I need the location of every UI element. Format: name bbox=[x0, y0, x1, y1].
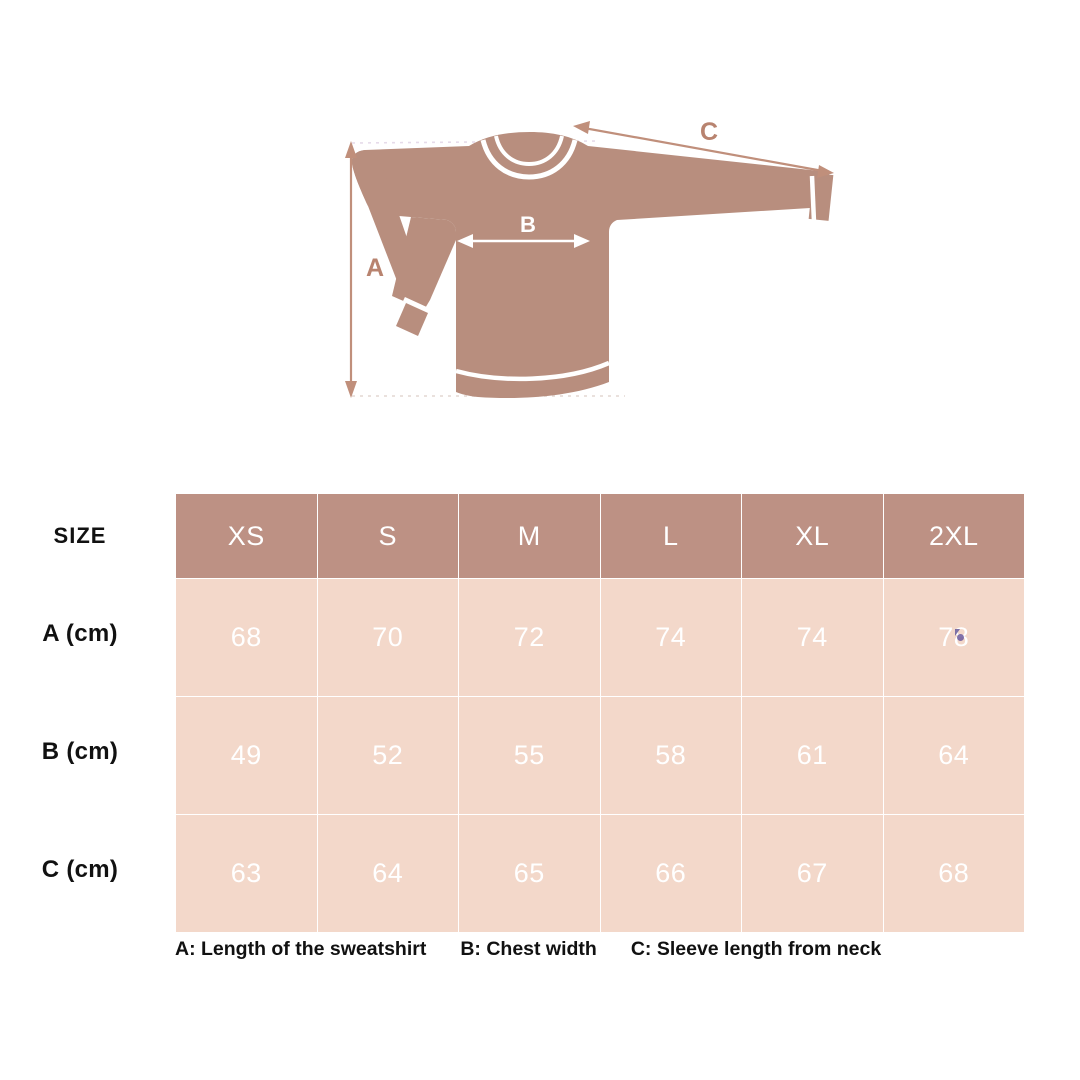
cell-b-s: 52 bbox=[316, 696, 459, 815]
right-cuff-trim bbox=[809, 175, 817, 223]
hem-trim bbox=[455, 360, 610, 382]
row-label-c: C (cm) bbox=[41, 856, 119, 883]
size-table: XS S M L XL 2XL 68 70 72 74 74 78 bbox=[175, 493, 1025, 933]
table-row: 63 64 65 66 67 68 bbox=[175, 814, 1025, 933]
cell-c-xs: 63 bbox=[175, 814, 318, 933]
cell-a-l: 74 bbox=[599, 578, 742, 697]
legend-item-b: B: Chest width bbox=[460, 938, 597, 960]
sweatshirt-illustration: A B C bbox=[0, 0, 1080, 470]
garment-body bbox=[351, 132, 829, 379]
cell-a-s: 70 bbox=[316, 578, 459, 697]
size-table-container: XS S M L XL 2XL 68 70 72 74 74 78 bbox=[175, 493, 1025, 933]
dimension-arrow-b bbox=[457, 234, 590, 248]
table-header-row: XS S M L XL 2XL bbox=[175, 493, 1025, 579]
column-header-xs: XS bbox=[175, 493, 318, 579]
cell-b-xs: 49 bbox=[175, 696, 318, 815]
table-row: 68 70 72 74 74 78 bbox=[175, 578, 1025, 697]
left-cuff bbox=[396, 303, 428, 336]
measurement-legend: A: Length of the sweatshirt B: Chest wid… bbox=[175, 938, 1035, 961]
cell-a-xl: 74 bbox=[741, 578, 884, 697]
neckline-trim-outer bbox=[480, 139, 578, 180]
cell-b-xl: 61 bbox=[741, 696, 884, 815]
column-header-m: M bbox=[458, 493, 601, 579]
cell-c-m: 65 bbox=[458, 814, 601, 933]
dimension-label-c: C bbox=[700, 118, 718, 146]
legend-item-a: A: Length of the sweatshirt bbox=[175, 938, 427, 960]
guide-line-top bbox=[351, 140, 601, 144]
neckline-trim-inner bbox=[494, 135, 564, 167]
dimension-arrow-c bbox=[573, 121, 834, 178]
cell-c-s: 64 bbox=[316, 814, 459, 933]
column-header-xl: XL bbox=[741, 493, 884, 579]
legend-item-c: C: Sleeve length from neck bbox=[630, 938, 882, 960]
cell-a-2xl: 78 bbox=[882, 578, 1025, 697]
row-label-size: SIZE bbox=[53, 523, 107, 548]
dimension-label-b: B bbox=[520, 212, 536, 237]
left-cuff-trim bbox=[403, 296, 429, 313]
sweatshirt-shape bbox=[351, 132, 834, 399]
dimension-label-a: A bbox=[366, 254, 384, 282]
cell-c-l: 66 bbox=[599, 814, 742, 933]
cell-c-2xl: 68 bbox=[882, 814, 1025, 933]
column-header-l: L bbox=[599, 493, 742, 579]
cell-b-2xl: 64 bbox=[882, 696, 1025, 815]
dimension-arrow-a bbox=[345, 141, 357, 398]
left-sleeve-lower bbox=[351, 150, 424, 299]
row-label-column: SIZE A (cm) B (cm) C (cm) bbox=[0, 493, 175, 928]
cell-a-xs: 68 bbox=[175, 578, 318, 697]
cell-c-xl: 67 bbox=[741, 814, 884, 933]
column-header-s: S bbox=[316, 493, 459, 579]
table-row: 49 52 55 58 61 64 bbox=[175, 696, 1025, 815]
row-label-a: A (cm) bbox=[42, 620, 118, 647]
cell-b-l: 58 bbox=[599, 696, 742, 815]
row-label-b: B (cm) bbox=[41, 738, 119, 765]
cell-a-m: 72 bbox=[458, 578, 601, 697]
column-header-2xl: 2XL bbox=[882, 493, 1025, 579]
cell-b-m: 55 bbox=[458, 696, 601, 815]
